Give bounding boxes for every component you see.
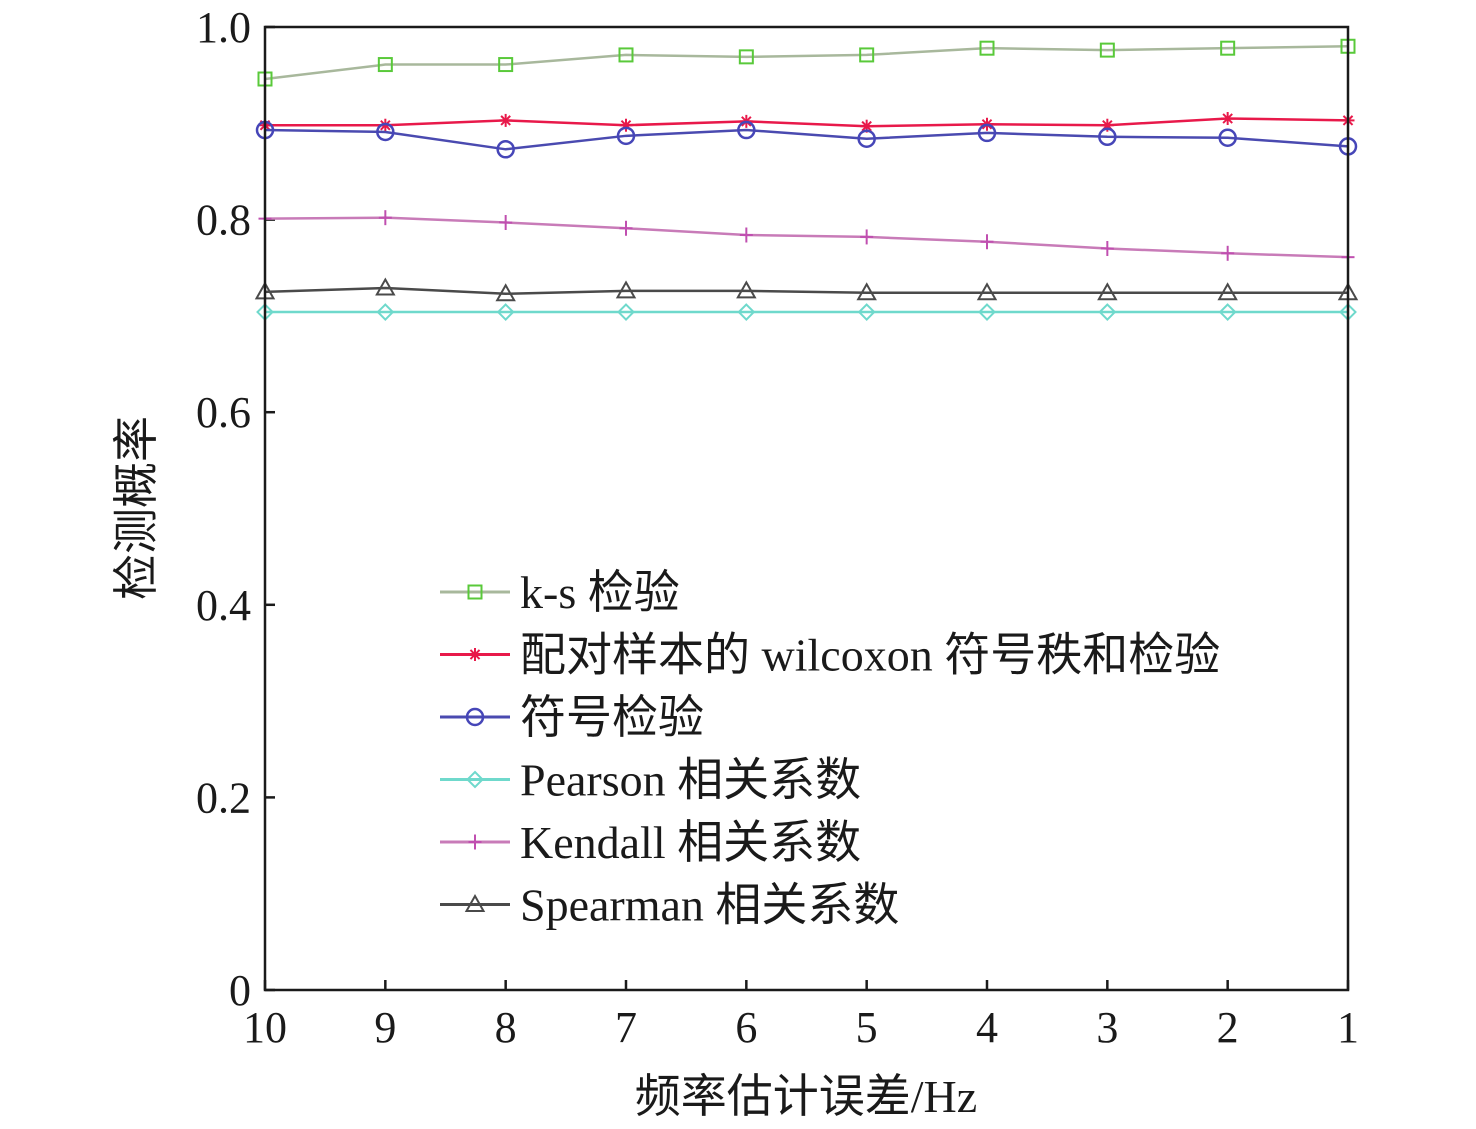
legend-label: k-s 检验	[520, 567, 680, 618]
y-axis-ticks: 0 0.2 0.4 0.6 0.8 1.0	[196, 3, 275, 1015]
legend-item: 配对样本的 wilcoxon 符号秩和检验	[440, 630, 1220, 681]
x-tick-label: 6	[735, 1003, 757, 1052]
data-point	[1099, 42, 1115, 58]
data-point	[496, 303, 515, 321]
data-point	[1100, 240, 1114, 256]
data-point	[1218, 128, 1237, 147]
series-line	[264, 216, 1349, 259]
legend-label: Spearman 相关系数	[520, 880, 899, 931]
legend-item: Kendall 相关系数	[440, 817, 861, 868]
data-point	[377, 57, 393, 73]
x-tick-label: 7	[615, 1003, 637, 1052]
data-point	[737, 120, 756, 140]
series-line	[264, 286, 1348, 296]
legend-marker	[468, 834, 482, 850]
data-point	[977, 123, 997, 143]
data-point	[1098, 303, 1117, 321]
data-point	[1220, 40, 1236, 56]
legend-item: Pearson 相关系数	[440, 755, 861, 806]
data-point	[1097, 282, 1118, 301]
x-tick-label: 3	[1096, 1003, 1118, 1052]
legend-item: Spearman 相关系数	[440, 880, 899, 931]
legend-marker	[465, 707, 485, 727]
series-3	[256, 303, 1357, 321]
data-point	[860, 229, 874, 245]
data-point	[857, 129, 876, 148]
legend-label: 符号检验	[520, 692, 704, 743]
y-tick-label: 0.6	[196, 388, 251, 437]
series-2	[255, 120, 1358, 159]
data-point	[1218, 303, 1237, 321]
data-point	[860, 119, 874, 133]
data-point	[1221, 245, 1235, 261]
data-point	[617, 303, 635, 321]
data-point	[496, 140, 515, 159]
data-point	[498, 57, 514, 73]
x-tick-label: 10	[243, 1003, 287, 1052]
data-point	[978, 303, 996, 321]
data-point	[856, 282, 877, 301]
data-point	[499, 214, 513, 230]
y-axis-title: 检测概率	[111, 416, 162, 600]
legend-marker	[467, 584, 483, 600]
y-tick-label: 0.2	[196, 773, 251, 822]
legend-marker	[468, 648, 482, 661]
series-4	[258, 210, 1355, 265]
series-line	[265, 117, 1349, 128]
series-0	[257, 38, 1356, 87]
series-line	[264, 45, 1349, 81]
x-tick-label: 9	[374, 1003, 396, 1052]
legend-item: 符号检验	[440, 692, 704, 743]
plot-area-frame	[263, 25, 1350, 992]
data-point	[859, 47, 875, 63]
data-point	[1221, 111, 1235, 125]
data-point	[739, 227, 753, 243]
legend-label: Pearson 相关系数	[520, 755, 861, 806]
data-point	[618, 47, 634, 63]
y-tick-label: 0	[229, 966, 251, 1015]
data-point	[980, 234, 994, 250]
y-tick-label: 1.0	[196, 3, 251, 52]
legend-label: Kendall 相关系数	[520, 817, 861, 868]
data-point	[976, 282, 998, 301]
data-point	[376, 122, 395, 142]
x-tick-label: 2	[1217, 1003, 1239, 1052]
series-layer	[254, 38, 1359, 321]
data-point	[619, 220, 633, 236]
data-point	[1217, 282, 1238, 301]
data-point	[979, 40, 995, 56]
data-point	[737, 303, 756, 321]
data-point	[495, 283, 516, 302]
x-tick-label: 1	[1337, 1003, 1359, 1052]
x-tick-label: 4	[976, 1003, 998, 1052]
data-point	[376, 303, 395, 321]
legend-label: 配对样本的 wilcoxon 符号秩和检验	[520, 630, 1220, 681]
x-axis-ticks: 10 9 8 7 6 5 4 3 2 1	[243, 980, 1359, 1052]
series-5	[254, 277, 1359, 302]
series-line	[264, 128, 1349, 151]
legend-item: k-s 检验	[440, 567, 680, 618]
x-axis-title: 频率估计误差/Hz	[635, 1071, 977, 1122]
legend-marker	[464, 893, 486, 912]
data-point	[1098, 127, 1117, 147]
x-tick-label: 5	[856, 1003, 878, 1052]
y-tick-label: 0.4	[196, 581, 251, 630]
data-point	[378, 210, 392, 226]
series-1	[258, 111, 1355, 133]
data-point	[375, 277, 396, 296]
data-point	[499, 113, 513, 127]
y-tick-label: 0.8	[196, 196, 251, 245]
data-point	[736, 280, 757, 299]
data-point	[857, 303, 876, 321]
x-tick-label: 8	[495, 1003, 517, 1052]
data-point	[616, 126, 636, 146]
data-point	[738, 49, 754, 65]
data-point	[615, 280, 637, 299]
legend-marker	[466, 770, 484, 789]
